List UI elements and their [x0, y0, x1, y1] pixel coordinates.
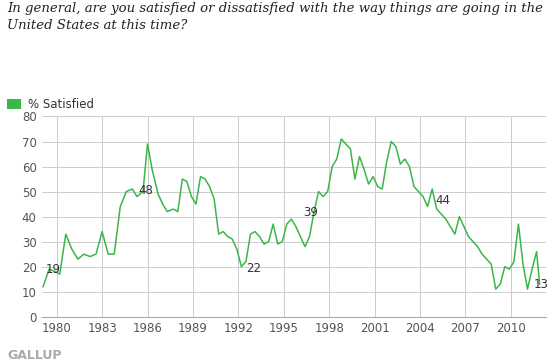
- Text: GALLUP: GALLUP: [7, 349, 61, 362]
- Text: 19: 19: [46, 263, 61, 276]
- Text: 44: 44: [435, 194, 450, 206]
- Text: In general, are you satisfied or dissatisfied with the way things are going in t: In general, are you satisfied or dissati…: [7, 2, 543, 32]
- Text: 39: 39: [304, 206, 319, 219]
- Text: 13: 13: [534, 278, 548, 290]
- Text: 22: 22: [246, 262, 261, 274]
- Text: 48: 48: [138, 183, 153, 197]
- Text: % Satisfied: % Satisfied: [28, 98, 94, 111]
